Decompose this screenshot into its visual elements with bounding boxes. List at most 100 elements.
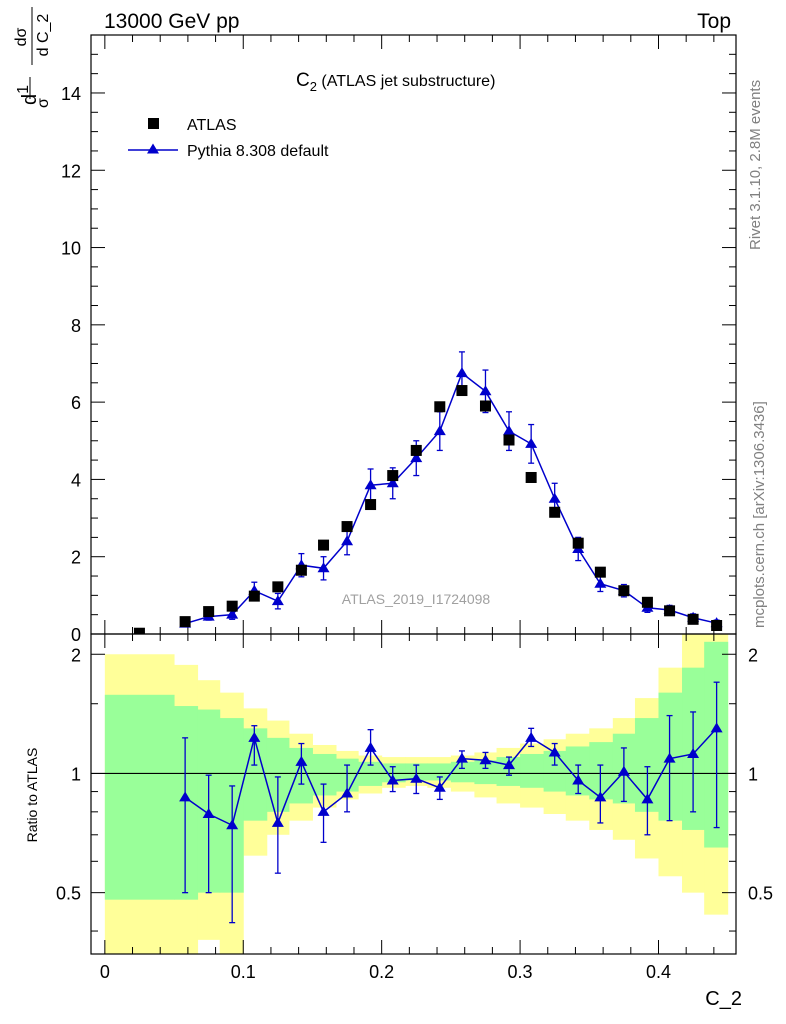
axis-ticks (91, 35, 736, 954)
ratio-point (455, 752, 468, 763)
inner-band-bin (520, 753, 545, 788)
ratio-point (295, 755, 308, 766)
atlas-point (618, 585, 630, 597)
ratio-line (184, 727, 718, 827)
ratio-point (364, 741, 377, 752)
header-process-label: Top (697, 10, 731, 33)
y-top-tick-label: 2 (71, 548, 81, 568)
atlas-point (248, 590, 260, 602)
ratio-point (641, 793, 654, 804)
ratio-plot-frame (90, 633, 737, 955)
ratio-point (248, 731, 261, 742)
inner-band-bin (104, 694, 175, 900)
y-axis-label-top: d1 σ dσ d C_2 (13, 7, 52, 108)
atlas-point (572, 537, 584, 549)
pythia-point (503, 425, 516, 436)
y-top-tick-label: 4 (71, 470, 81, 490)
pythia-line (184, 371, 717, 625)
ratio-point (548, 746, 561, 757)
legend: ATLAS Pythia 8.308 default (128, 117, 329, 160)
ratio-point (525, 731, 538, 742)
pythia-point (226, 608, 239, 619)
pythia-point (341, 535, 354, 546)
y-bottom-tick-label-right: 0.5 (748, 884, 773, 904)
legend-pythia-label: Pythia 8.308 default (187, 143, 329, 160)
y-bottom-tick-label: 2 (71, 645, 81, 665)
atlas-point (272, 581, 284, 593)
ratio-point (594, 791, 607, 802)
inner-band-bin (312, 753, 337, 796)
ratio-point (179, 791, 192, 802)
title-subscript: 2 (310, 79, 317, 94)
atlas-series (133, 385, 723, 634)
ratio-point (410, 772, 423, 783)
atlas-point (687, 613, 699, 625)
atlas-point (641, 596, 653, 608)
atlas-point (365, 499, 377, 511)
y-bottom-tick-label: 1 (71, 764, 81, 784)
pythia-point (317, 562, 330, 573)
y-top-tick-label: 14 (61, 84, 81, 104)
atlas-point (203, 606, 215, 618)
title-main: C (296, 70, 310, 91)
atlas-point (318, 539, 330, 551)
atlas-point (664, 605, 676, 617)
pythia-point (364, 479, 377, 490)
ratio-point (687, 747, 700, 758)
atlas-point (179, 616, 191, 628)
atlas-point (295, 564, 307, 576)
y-bottom-tick-label: 0.5 (56, 884, 81, 904)
rivet-version-label: Rivet 3.1.10, 2.8M events (747, 80, 764, 250)
ratio-point (226, 819, 239, 830)
atlas-point (479, 400, 491, 412)
legend-atlas-marker (148, 118, 159, 129)
y-axis-label-bottom: Ratio to ATLAS (24, 748, 40, 843)
x-tick-label: 0.3 (508, 962, 533, 982)
ratio-point (386, 774, 399, 785)
pythia-point (455, 367, 468, 378)
atlas-point (525, 471, 537, 483)
atlas-point (549, 506, 561, 518)
atlas-point (434, 401, 446, 413)
pythia-series (179, 351, 723, 628)
legend-pythia-marker (147, 143, 159, 154)
mcplots-label: mcplots.cern.ch [arXiv:1306.3436] (751, 401, 768, 628)
atlas-point (341, 521, 353, 533)
x-tick-label: 0.4 (646, 962, 671, 982)
title-rest: (ATLAS jet substructure) (317, 73, 495, 90)
inner-band-bin (266, 737, 290, 812)
ratio-point (433, 781, 446, 792)
y-top-tick-label: 6 (71, 393, 81, 413)
ratio-point (710, 722, 723, 733)
pythia-point (433, 425, 446, 436)
y-top-tick-label: 12 (61, 161, 81, 181)
pythia-point (271, 595, 284, 606)
y-bottom-tick-label-right: 2 (748, 645, 758, 665)
ylabel-dsigma: dσ (13, 27, 30, 46)
ratio-point (317, 805, 330, 816)
pythia-point (479, 385, 492, 396)
inner-band-bin (427, 763, 452, 781)
y-top-tick-label: 0 (71, 625, 81, 645)
inner-band-bin (450, 761, 475, 783)
y-top-tick-label: 8 (71, 316, 81, 336)
pythia-point (548, 492, 561, 503)
atlas-point (456, 385, 468, 397)
pythia-point (594, 577, 607, 588)
inner-band-bin (174, 706, 199, 900)
ratio-point (617, 765, 630, 776)
x-tick-label: 0.1 (231, 962, 256, 982)
x-tick-label: 0.2 (369, 962, 394, 982)
inner-band-bin (543, 750, 567, 792)
x-axis-label: C_2 (705, 988, 742, 1010)
analysis-label: ATLAS_2019_I1724098 (342, 591, 491, 607)
pythia-point (386, 477, 399, 488)
atlas-point (410, 444, 422, 456)
x-tick-label: 0 (100, 962, 110, 982)
ratio-point (663, 752, 676, 763)
plot-title: C2 (ATLAS jet substructure) (296, 70, 495, 94)
atlas-point (503, 434, 515, 446)
ylabel-sigma: σ (35, 98, 52, 108)
